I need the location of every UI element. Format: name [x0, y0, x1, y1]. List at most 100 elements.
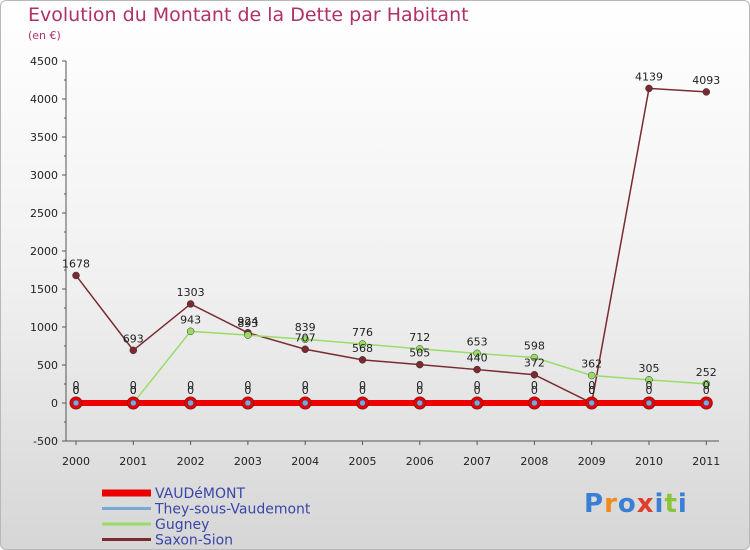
data-label: 0: [73, 384, 80, 397]
data-label: 0: [302, 379, 309, 392]
y-tick-label: 0: [51, 397, 58, 410]
y-tick-label: 3000: [30, 169, 58, 182]
data-label: 440: [467, 352, 488, 365]
x-tick-label: 2004: [291, 455, 319, 468]
data-point: [531, 399, 538, 407]
data-point: [301, 335, 309, 343]
y-tick-label: 4000: [30, 93, 58, 106]
data-label: 0: [359, 384, 366, 397]
data-label: 0: [588, 379, 595, 392]
data-label: 0: [703, 379, 710, 392]
x-tick-label: 2008: [520, 455, 548, 468]
x-tick-label: 2000: [62, 455, 90, 468]
data-point: [530, 370, 539, 379]
data-point: [473, 365, 481, 374]
x-tick-label: 2006: [406, 455, 434, 468]
chart-title: Evolution du Montant de la Dette par Hab…: [28, 4, 469, 26]
data-label: 0: [531, 379, 538, 392]
data-label: 0: [359, 379, 366, 392]
data-point: [301, 399, 309, 407]
y-tick-label: 4500: [30, 55, 58, 68]
data-label: 893: [237, 317, 258, 330]
data-point: [244, 331, 252, 339]
data-label: 4139: [635, 70, 663, 83]
data-label: 0: [646, 384, 653, 397]
data-point: [72, 399, 80, 407]
data-label: 362: [581, 357, 602, 370]
data-label: 372: [524, 357, 545, 370]
data-point: [359, 399, 366, 407]
data-label: 0: [416, 379, 423, 392]
y-tick-label: 2500: [30, 207, 58, 220]
data-label: 839: [295, 321, 316, 334]
data-label: 0: [130, 384, 137, 397]
y-tick-label: 1000: [30, 321, 58, 334]
y-tick-label: -500: [33, 435, 58, 448]
legend-label: Saxon-Sion: [155, 533, 233, 549]
data-point: [358, 356, 367, 364]
data-point: [645, 399, 653, 407]
x-tick-label: 2011: [692, 455, 720, 468]
data-label: 707: [295, 331, 316, 344]
data-label: 0: [416, 384, 423, 397]
x-tick-label: 2003: [234, 455, 262, 468]
data-label: 0: [130, 379, 137, 392]
data-label: 4093: [692, 74, 720, 87]
data-point: [587, 371, 596, 380]
x-tick-label: 2005: [349, 455, 377, 468]
data-label: 1303: [177, 286, 205, 299]
data-label: 0: [646, 379, 653, 392]
data-label: 0: [703, 384, 710, 397]
data-label: 0: [130, 384, 137, 397]
data-label: 0: [73, 384, 80, 397]
data-label: 0: [73, 379, 80, 392]
data-point: [702, 88, 711, 96]
x-tick-label: 2010: [635, 455, 663, 468]
data-point: [358, 340, 367, 348]
data-label: 252: [696, 366, 717, 379]
data-label: 305: [639, 362, 660, 375]
data-label: 598: [524, 340, 545, 353]
data-label: 712: [409, 331, 430, 344]
data-point: [473, 399, 481, 407]
data-point: [244, 399, 252, 407]
data-label: 1678: [62, 257, 90, 270]
data-label: 0: [187, 379, 194, 392]
data-point: [129, 346, 138, 355]
data-point: [416, 345, 424, 353]
data-label: 653: [467, 335, 488, 348]
data-label: 568: [352, 342, 373, 355]
legend-label: VAUDéMONT: [155, 486, 245, 502]
data-point: [301, 345, 309, 354]
legend-label: They-sous-Vaudemont: [154, 502, 311, 518]
data-label: 776: [352, 326, 373, 339]
x-tick-label: 2001: [119, 455, 147, 468]
legend-label: Gugney: [155, 517, 209, 533]
data-point: [72, 271, 80, 280]
data-label: 0: [244, 384, 251, 397]
data-point: [130, 399, 137, 407]
data-label: 693: [123, 332, 144, 345]
data-point: [186, 300, 195, 308]
x-tick-label: 2009: [578, 455, 606, 468]
data-point: [703, 399, 710, 407]
data-label: 0: [244, 379, 251, 392]
data-point: [416, 360, 424, 369]
data-point: [530, 353, 539, 362]
data-point: [645, 376, 653, 384]
y-tick-label: 500: [37, 359, 58, 372]
y-tick-label: 3500: [30, 131, 58, 144]
data-label: 0: [302, 384, 309, 397]
data-point: [645, 84, 653, 93]
data-label: 0: [187, 384, 194, 397]
data-label: 0: [588, 384, 595, 397]
data-point: [473, 349, 481, 358]
data-label: 0: [531, 384, 538, 397]
x-tick-label: 2007: [463, 455, 491, 468]
x-tick-label: 2002: [177, 455, 205, 468]
data-point: [416, 399, 424, 407]
proxiti-logo: Proxiti: [584, 489, 688, 519]
data-label: 943: [180, 313, 201, 326]
data-label: 0: [588, 384, 595, 397]
